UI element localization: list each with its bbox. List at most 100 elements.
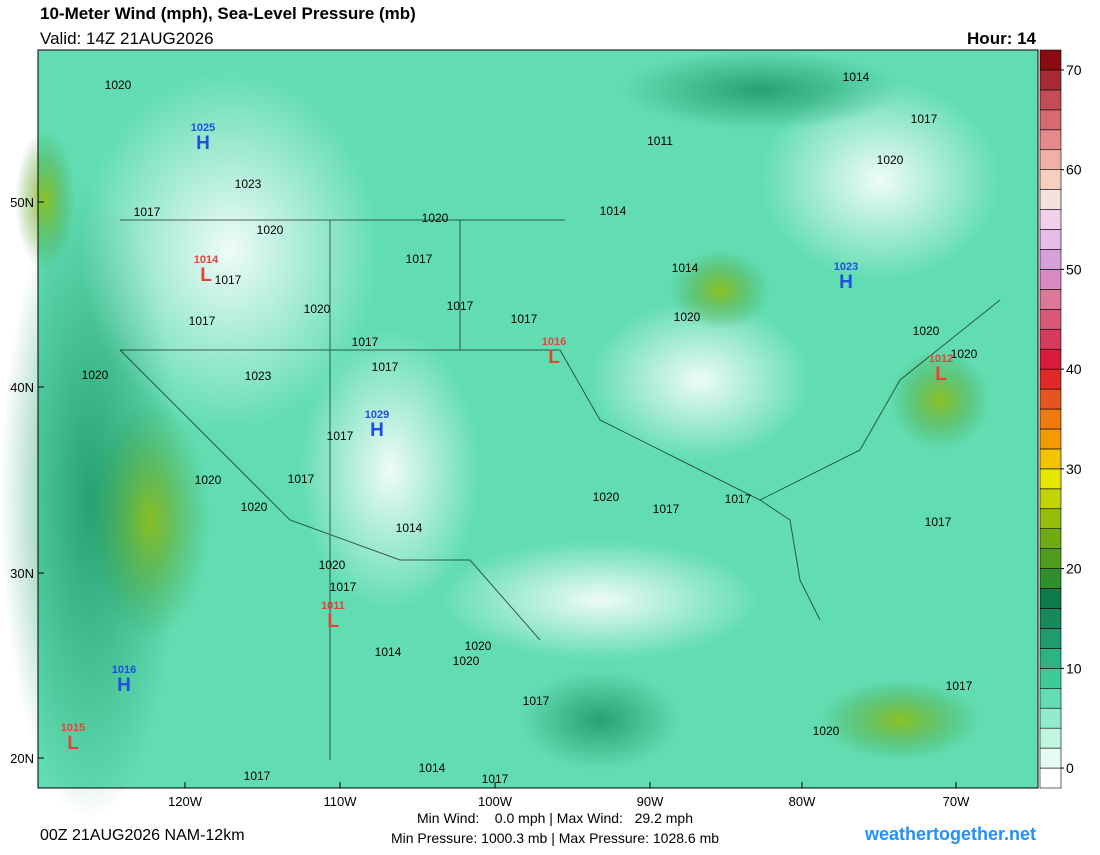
isobar-label: 1023 (245, 369, 272, 383)
colorbar-segment (1039, 269, 1062, 290)
colorbar-segment (1039, 189, 1062, 210)
isobar-label: 1017 (406, 252, 433, 266)
colorbar: 0 10 20 30 40 50 60 70 (1039, 49, 1082, 789)
isobar-label: 1020 (674, 310, 701, 324)
isobar-label: 1017 (330, 580, 357, 594)
isobar-label: 1011 (647, 134, 673, 148)
colorbar-segment (1039, 289, 1062, 310)
isobar-label: 1020 (82, 368, 109, 382)
center-letter: L (67, 733, 79, 754)
isobar-label: 1017 (523, 694, 550, 708)
colorbar-segment (1039, 448, 1062, 470)
isobar-label: 1020 (877, 153, 904, 167)
colorbar-label: 30 (1066, 461, 1082, 477)
isobar-label: 1017 (946, 679, 973, 693)
colorbar-segment (1039, 149, 1062, 170)
lat-label: 50N (10, 195, 34, 210)
isobar-label: 1020 (593, 490, 620, 504)
colorbar-label: 20 (1066, 561, 1082, 577)
colorbar-segment (1039, 608, 1062, 629)
colorbar-segment (1039, 428, 1062, 450)
colorbar-label: 0 (1066, 760, 1074, 776)
lat-label: 20N (10, 751, 34, 766)
colorbar-segment (1039, 687, 1062, 709)
colorbar-label: 10 (1066, 660, 1082, 676)
isobar-label: 1023 (235, 177, 262, 191)
colorbar-segment (1039, 767, 1062, 789)
colorbar-label: 60 (1066, 162, 1082, 178)
colorbar-segment (1039, 328, 1062, 350)
isobar-label: 1017 (511, 312, 538, 326)
center-pressure: 1012 (929, 353, 953, 365)
colorbar-segment (1039, 368, 1062, 390)
isobar-label: 1020 (304, 302, 331, 316)
isobar-label: 1017 (288, 472, 315, 486)
colorbar-segment (1039, 308, 1062, 330)
isobar-label: 1020 (195, 473, 222, 487)
lon-label: 110W (324, 794, 358, 809)
center-pressure: 1011 (321, 600, 345, 612)
colorbar-segment (1039, 628, 1062, 649)
colorbar-segment (1039, 488, 1062, 510)
colorbar-segment (1039, 548, 1062, 569)
colorbar-segment (1039, 568, 1062, 589)
isobar-label: 1017 (244, 769, 271, 783)
isobar-label: 1020 (422, 211, 449, 225)
isobar-label: 1020 (257, 223, 284, 237)
isobar-label: 1017 (327, 429, 354, 443)
center-pressure: 1014 (194, 254, 219, 266)
center-letter: L (200, 265, 212, 286)
isobar-label: 1017 (352, 335, 379, 349)
isobar-label: 1020 (319, 558, 346, 572)
colorbar-segment (1039, 408, 1062, 430)
isobar-label: 1014 (600, 204, 627, 218)
colorbar-segment (1039, 747, 1062, 769)
colorbar-label: 70 (1066, 62, 1082, 78)
isobar-label: 1014 (843, 70, 870, 84)
isobar-label: 1020 (105, 78, 132, 92)
center-pressure: 1023 (834, 261, 858, 273)
isobar-label: 1020 (913, 324, 940, 338)
model-run: 00Z 21AUG2026 NAM-12km (40, 827, 245, 844)
colorbar-segment (1039, 727, 1062, 749)
pressure-stats: Min Pressure: 1000.3 mb | Max Pressure: … (391, 830, 719, 846)
colorbar-label: 40 (1066, 361, 1082, 377)
lon-label: 100W (478, 794, 513, 809)
isobar-label: 1017 (447, 299, 474, 313)
isobar-label: 1014 (396, 521, 423, 535)
center-letter: H (370, 420, 384, 441)
isobar-label: 1014 (672, 261, 699, 275)
isobar-label: 1017 (653, 502, 680, 516)
forecast-hour: Hour: 14 (967, 29, 1037, 48)
colorbar-segment (1039, 648, 1062, 669)
isobar-label: 1020 (813, 724, 840, 738)
colorbar-segment (1039, 49, 1062, 71)
isobar-label: 1017 (482, 772, 509, 786)
center-pressure: 1016 (112, 664, 136, 676)
center-letter: L (935, 364, 947, 385)
center-letter: L (327, 611, 339, 632)
lon-label: 120W (168, 794, 203, 809)
isobar-label: 1017 (925, 515, 952, 529)
isobar-label: 1017 (134, 205, 161, 219)
lon-label: 70W (943, 794, 970, 809)
isobar-label: 1020 (465, 639, 492, 653)
colorbar-segment (1039, 388, 1062, 410)
center-pressure: 1016 (542, 336, 566, 348)
isobar-label: 1020 (453, 654, 480, 668)
lon-label: 90W (637, 794, 664, 809)
colorbar-segment (1039, 528, 1062, 549)
colorbar-segment (1039, 707, 1062, 729)
isobar-label: 1017 (189, 314, 216, 328)
center-pressure: 1025 (191, 122, 215, 134)
title: 10-Meter Wind (mph), Sea-Level Pressure … (40, 4, 416, 23)
lon-label: 80W (789, 794, 816, 809)
valid-time: Valid: 14Z 21AUG2026 (40, 29, 214, 48)
lat-label: 30N (10, 566, 34, 581)
isobar-label: 1017 (725, 492, 752, 506)
isobar-label: 1014 (375, 645, 402, 659)
isobar-label: 1017 (911, 112, 938, 126)
